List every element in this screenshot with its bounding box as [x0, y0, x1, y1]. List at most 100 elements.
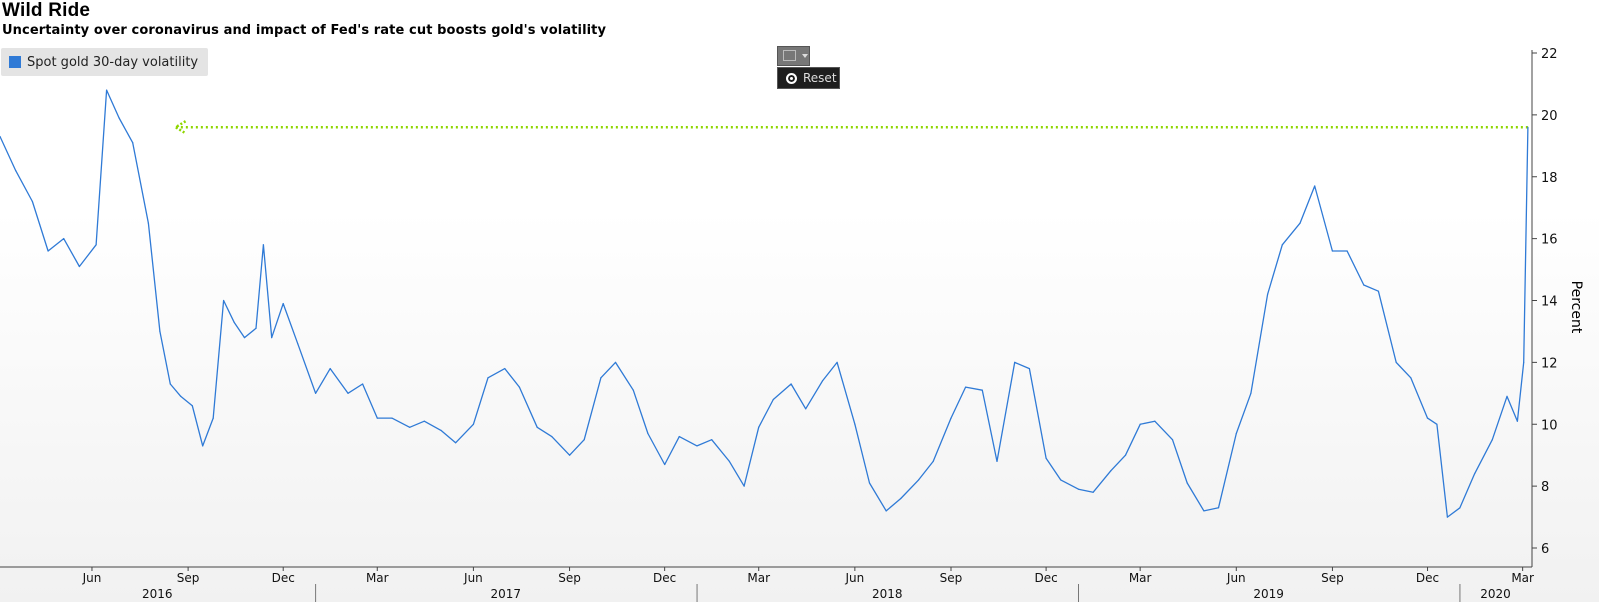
data-point — [223, 299, 225, 302]
data-point — [440, 429, 442, 431]
data-point — [63, 238, 65, 240]
x-tick-label: Dec — [1416, 571, 1439, 585]
data-point — [743, 485, 745, 487]
chart-title: Wild Ride — [2, 0, 91, 21]
data-point — [950, 417, 952, 419]
data-point — [391, 417, 393, 419]
data-point — [1077, 488, 1080, 490]
data-point — [1299, 222, 1301, 224]
x-tick-label: Mar — [366, 571, 389, 585]
data-point — [1491, 439, 1493, 441]
y-axis-label: Percent — [1568, 280, 1584, 334]
data-point — [282, 303, 284, 305]
x-tick-label: Sep — [940, 571, 963, 585]
data-point — [106, 89, 108, 91]
data-point — [118, 117, 120, 119]
data-point — [1474, 473, 1476, 475]
data-point — [664, 463, 666, 466]
data-point — [836, 361, 838, 363]
data-point — [31, 200, 33, 203]
chevron-down-icon — [802, 54, 808, 58]
data-point — [996, 460, 998, 462]
series-line — [0, 89, 1529, 518]
data-point — [885, 510, 887, 512]
data-point — [147, 222, 149, 224]
data-point — [583, 439, 585, 441]
legend-label: Spot gold 30-day volatility — [27, 54, 199, 70]
data-point — [569, 454, 571, 456]
data-point — [1092, 491, 1094, 493]
x-tick-label: Sep — [1321, 571, 1344, 585]
data-point — [255, 327, 257, 329]
data-point — [1124, 454, 1127, 456]
data-point — [600, 377, 602, 379]
annotation-arrow-head — [173, 120, 187, 135]
data-point — [536, 426, 538, 428]
data-point — [1459, 507, 1461, 509]
y-tick-label: 6 — [1541, 542, 1549, 557]
data-point — [1436, 423, 1438, 425]
data-point — [758, 426, 760, 428]
data-point — [243, 337, 246, 339]
data-point — [1235, 432, 1237, 435]
radio-icon — [786, 72, 797, 84]
data-point — [180, 395, 182, 397]
data-point — [1014, 361, 1016, 363]
data-point — [1331, 250, 1333, 252]
reset-button[interactable]: Reset — [777, 67, 840, 89]
data-point — [1506, 395, 1508, 397]
data-point — [212, 417, 214, 419]
data-point — [821, 380, 824, 382]
data-point — [790, 383, 792, 385]
data-point — [159, 330, 161, 332]
data-point — [551, 436, 553, 438]
data-point — [315, 392, 317, 394]
chart-type-button[interactable] — [777, 46, 810, 66]
data-point — [487, 377, 489, 379]
year-label: 2018 — [872, 587, 903, 601]
data-point — [647, 432, 649, 435]
data-point — [772, 398, 774, 401]
data-point — [78, 265, 80, 268]
data-point — [262, 244, 264, 246]
data-point — [169, 383, 171, 385]
data-point — [1395, 361, 1397, 363]
line-chart-icon — [783, 50, 796, 61]
data-point — [1523, 361, 1525, 363]
year-label: 2016 — [142, 587, 173, 601]
data-point — [1186, 482, 1188, 484]
x-tick-label: Dec — [653, 571, 676, 585]
data-point — [614, 361, 617, 363]
y-tick-label: 18 — [1541, 171, 1558, 186]
y-tick-label: 10 — [1541, 418, 1558, 433]
data-point — [1217, 507, 1220, 509]
data-point — [423, 420, 425, 422]
data-point — [932, 460, 934, 462]
data-point — [347, 392, 349, 394]
data-point — [868, 482, 871, 484]
x-tick-label: Dec — [1034, 571, 1057, 585]
data-point — [409, 426, 411, 428]
data-point — [981, 389, 983, 391]
x-tick-label: Mar — [1129, 571, 1152, 585]
legend[interactable]: Spot gold 30-day volatility — [1, 48, 209, 76]
data-point — [132, 142, 134, 144]
x-tick-label: Sep — [558, 571, 581, 585]
data-point — [1154, 420, 1156, 422]
y-tick-label: 22 — [1541, 47, 1558, 62]
data-point — [0, 135, 1, 138]
data-point — [1377, 290, 1379, 292]
y-tick-label: 12 — [1541, 356, 1558, 371]
data-point — [711, 439, 713, 441]
data-point — [329, 368, 331, 370]
data-point — [362, 383, 364, 385]
data-point — [1028, 368, 1030, 370]
x-tick-label: Sep — [177, 571, 200, 585]
data-point — [696, 445, 698, 447]
data-point — [965, 386, 967, 388]
data-point — [95, 244, 97, 246]
data-point — [918, 479, 920, 481]
data-point — [1110, 470, 1112, 472]
data-point — [297, 343, 299, 345]
